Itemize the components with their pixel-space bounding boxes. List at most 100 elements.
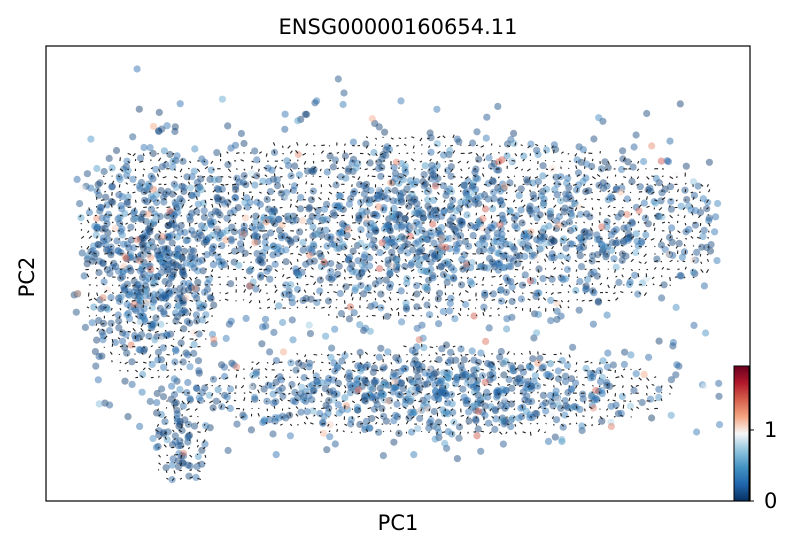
data-point bbox=[179, 270, 187, 278]
velocity-arrow bbox=[584, 198, 587, 201]
data-point bbox=[607, 402, 615, 410]
data-point bbox=[527, 382, 535, 390]
data-point bbox=[328, 275, 336, 283]
data-point bbox=[477, 349, 485, 357]
velocity-arrow bbox=[251, 165, 253, 169]
data-point bbox=[646, 395, 655, 403]
data-point bbox=[548, 397, 556, 406]
velocity-arrow bbox=[646, 408, 650, 411]
velocity-arrow bbox=[119, 307, 122, 311]
velocity-arrow bbox=[584, 157, 586, 162]
data-point bbox=[599, 357, 607, 365]
data-point bbox=[163, 331, 171, 340]
velocity-arrow bbox=[613, 222, 616, 225]
velocity-arrow bbox=[296, 199, 299, 203]
data-point bbox=[672, 371, 680, 379]
velocity-arrow bbox=[706, 269, 709, 274]
data-point bbox=[146, 397, 154, 406]
velocity-arrow bbox=[460, 354, 463, 357]
data-point bbox=[284, 161, 293, 170]
velocity-arrow bbox=[497, 176, 500, 179]
data-point bbox=[373, 400, 381, 408]
velocity-arrow bbox=[328, 362, 331, 365]
data-point bbox=[288, 380, 296, 389]
velocity-arrow bbox=[497, 360, 500, 363]
data-point bbox=[548, 411, 556, 419]
data-point bbox=[416, 385, 424, 393]
data-point bbox=[115, 294, 123, 302]
data-point bbox=[180, 184, 188, 192]
data-point bbox=[197, 186, 205, 194]
velocity-arrow bbox=[189, 299, 194, 302]
data-point bbox=[143, 246, 151, 254]
data-point bbox=[173, 313, 182, 321]
data-point bbox=[269, 251, 277, 259]
velocity-arrow bbox=[204, 299, 207, 303]
velocity-arrow bbox=[359, 296, 362, 301]
data-point bbox=[441, 389, 449, 398]
data-point bbox=[502, 364, 510, 372]
velocity-arrow bbox=[359, 167, 362, 170]
velocity-arrow bbox=[667, 221, 670, 224]
data-point bbox=[320, 215, 328, 223]
velocity-arrow bbox=[444, 292, 447, 296]
data-point bbox=[154, 272, 162, 280]
data-point bbox=[673, 361, 681, 369]
velocity-arrow bbox=[444, 245, 446, 248]
data-point bbox=[108, 164, 116, 172]
velocity-arrow bbox=[480, 368, 485, 371]
data-point bbox=[376, 188, 384, 196]
velocity-arrow bbox=[219, 283, 222, 286]
data-point bbox=[294, 285, 302, 293]
data-point bbox=[290, 182, 299, 190]
data-point bbox=[666, 183, 675, 191]
data-point bbox=[665, 250, 674, 258]
data-point bbox=[432, 387, 440, 395]
data-point bbox=[517, 238, 525, 246]
velocity-arrow bbox=[459, 211, 462, 216]
velocity-arrow bbox=[677, 230, 681, 234]
data-point bbox=[370, 405, 379, 413]
data-point bbox=[460, 181, 468, 189]
data-point bbox=[415, 407, 424, 415]
velocity-arrow bbox=[166, 299, 168, 302]
data-point bbox=[487, 247, 495, 255]
velocity-arrow bbox=[684, 250, 687, 254]
data-point bbox=[507, 136, 515, 144]
velocity-arrow bbox=[180, 354, 183, 357]
data-point bbox=[221, 200, 229, 208]
data-point bbox=[213, 149, 221, 157]
data-point bbox=[184, 236, 192, 244]
data-point bbox=[490, 195, 498, 203]
data-point bbox=[642, 231, 650, 239]
velocity-arrow bbox=[119, 330, 124, 333]
data-point bbox=[361, 377, 369, 385]
data-point bbox=[163, 122, 171, 130]
data-point bbox=[479, 224, 487, 232]
data-point bbox=[201, 288, 209, 296]
data-point bbox=[105, 154, 113, 162]
data-point bbox=[166, 207, 174, 215]
data-point bbox=[171, 250, 179, 258]
data-point bbox=[415, 220, 423, 228]
data-point bbox=[137, 213, 145, 221]
velocity-arrow bbox=[388, 276, 392, 279]
velocity-arrow bbox=[243, 238, 245, 241]
data-point bbox=[589, 373, 597, 381]
data-point bbox=[592, 386, 600, 394]
data-point bbox=[119, 240, 128, 248]
data-point bbox=[149, 122, 158, 130]
velocity-arrow bbox=[296, 258, 299, 262]
data-point bbox=[161, 292, 169, 300]
data-point bbox=[437, 236, 445, 244]
data-point bbox=[533, 329, 541, 337]
data-point bbox=[154, 348, 162, 356]
data-point bbox=[358, 207, 366, 215]
velocity-arrow bbox=[382, 268, 386, 271]
data-point bbox=[628, 218, 636, 226]
velocity-arrow bbox=[289, 284, 291, 287]
velocity-arrow bbox=[233, 399, 237, 402]
data-point bbox=[603, 378, 611, 387]
velocity-arrow bbox=[351, 391, 354, 394]
velocity-arrow bbox=[613, 415, 616, 418]
